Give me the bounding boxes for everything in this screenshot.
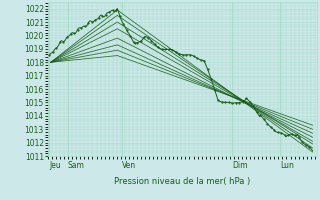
Text: Dim: Dim [232,161,247,170]
X-axis label: Pression niveau de la mer( hPa ): Pression niveau de la mer( hPa ) [114,177,251,186]
Text: Ven: Ven [122,161,136,170]
Text: Lun: Lun [280,161,294,170]
Text: Sam: Sam [68,161,85,170]
Text: Jeu: Jeu [49,161,61,170]
